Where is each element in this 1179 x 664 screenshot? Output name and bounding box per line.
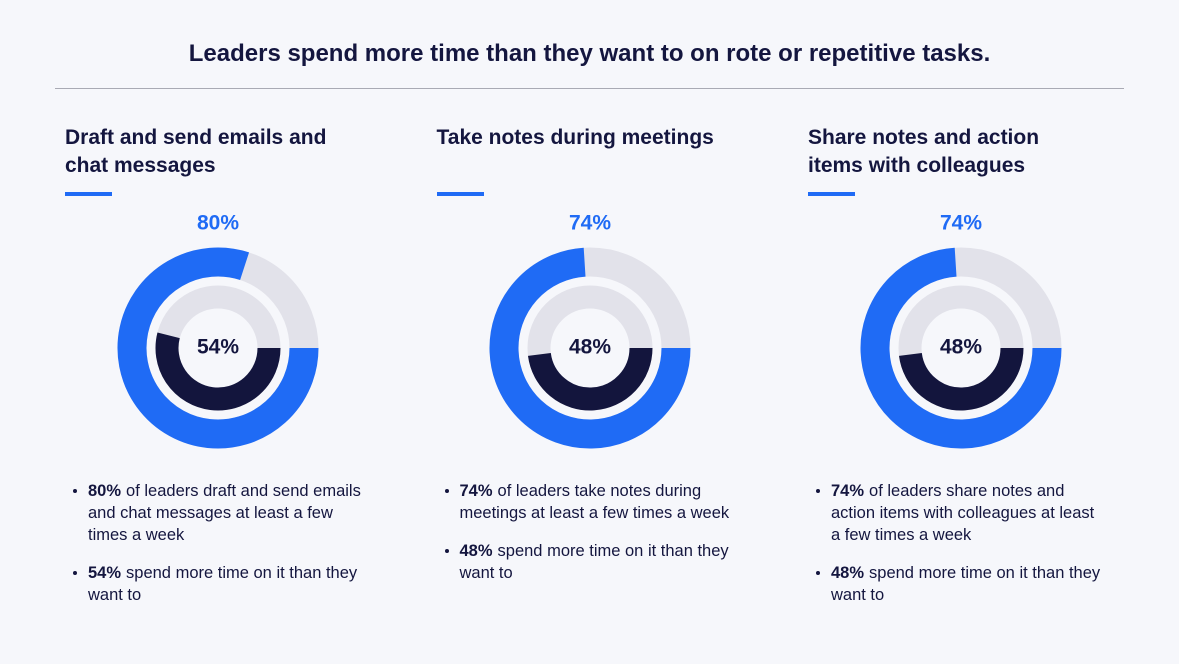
ring-arc [117, 247, 319, 449]
note-highlight: 54% [88, 564, 122, 582]
note-text: of leaders take notes during meetings at… [459, 482, 730, 522]
value-label: 54% [197, 336, 239, 359]
note-item: 54% spend more time on it than they want … [73, 562, 363, 606]
ring-arc [898, 347, 1024, 411]
note-highlight: 48% [459, 542, 493, 560]
notes-list: 80% of leaders draft and send emails and … [73, 480, 363, 622]
chart-column: Share notes and action items with collea… [808, 124, 1138, 624]
ring-arc [489, 247, 690, 449]
value-label: 74% [568, 212, 610, 235]
chart-title: Share notes and action items with collea… [808, 126, 1040, 177]
donut-chart: 80% 54% [117, 212, 319, 449]
chart-column: Take notes during meetings 74% 48% 74% of le… [436, 124, 767, 624]
donut-chart: 74% 48% [489, 212, 690, 449]
note-highlight: 74% [831, 482, 865, 500]
ring-arc [860, 247, 1062, 449]
note-item: 74% of leaders take notes during meetings… [444, 480, 735, 524]
chart-title: Draft and send emails and chat messages [65, 126, 327, 177]
note-text: spend more time on it than they want to [459, 542, 729, 582]
notes-list: 74% of leaders share notes and action ite… [816, 480, 1106, 622]
ring-arc [527, 347, 652, 411]
title-underline [436, 192, 484, 196]
note-text: spend more time on it than they want to [831, 564, 1101, 604]
page-title: Leaders spend more time than they want t… [188, 40, 991, 67]
note-text: of leaders share notes and action items … [831, 482, 1095, 544]
note-highlight: 80% [88, 482, 122, 500]
chart-title: Take notes during meetings [436, 126, 714, 149]
note-item: 48% spend more time on it than they want … [444, 540, 735, 584]
note-item: 74% of leaders share notes and action ite… [816, 480, 1106, 546]
note-text: spend more time on it than they want to [88, 564, 358, 604]
value-label: 80% [197, 212, 239, 235]
note-item: 80% of leaders draft and send emails and … [73, 480, 363, 546]
donut-chart: 74% 48% [860, 212, 1062, 449]
notes-list: 74% of leaders take notes during meetings… [444, 480, 735, 600]
note-text: of leaders draft and send emails and cha… [88, 482, 361, 544]
value-label: 74% [940, 212, 982, 235]
chart-column: Draft and send emails and chat messages 8… [65, 124, 395, 624]
note-item: 48% spend more time on it than they want … [816, 562, 1106, 606]
value-label: 48% [940, 336, 982, 359]
ring-arc [155, 332, 281, 411]
note-highlight: 74% [459, 482, 493, 500]
title-underline [808, 192, 855, 196]
title-underline [65, 192, 112, 196]
divider [55, 88, 1124, 89]
note-highlight: 48% [831, 564, 865, 582]
value-label: 48% [568, 336, 610, 359]
